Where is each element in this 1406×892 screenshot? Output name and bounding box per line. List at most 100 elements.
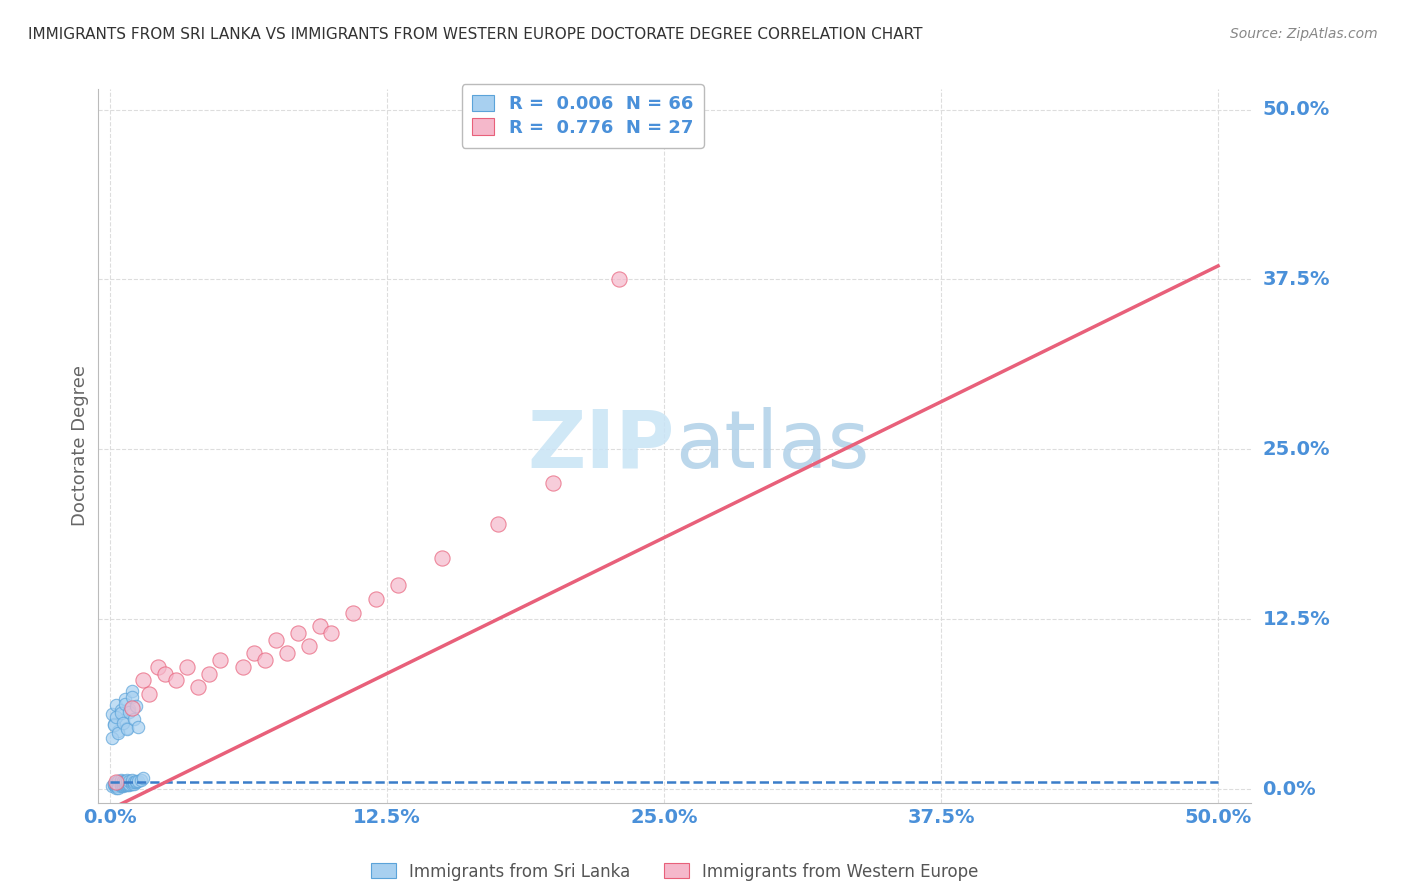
Point bbox=[110, 780, 132, 794]
Point bbox=[321, 626, 343, 640]
Point bbox=[103, 717, 125, 731]
Point bbox=[118, 774, 141, 789]
Point bbox=[103, 778, 125, 792]
Point bbox=[129, 772, 152, 787]
Point bbox=[105, 698, 128, 712]
Point bbox=[132, 673, 155, 688]
Point bbox=[107, 780, 129, 795]
Point bbox=[118, 702, 141, 716]
Text: 12.5%: 12.5% bbox=[1263, 610, 1330, 629]
Point bbox=[387, 578, 409, 592]
Point bbox=[114, 777, 136, 791]
Text: IMMIGRANTS FROM SRI LANKA VS IMMIGRANTS FROM WESTERN EUROPE DOCTORATE DEGREE COR: IMMIGRANTS FROM SRI LANKA VS IMMIGRANTS … bbox=[28, 27, 922, 42]
Point bbox=[342, 606, 364, 620]
Point bbox=[541, 476, 564, 491]
Point bbox=[103, 718, 125, 732]
Point bbox=[121, 772, 143, 787]
Point bbox=[132, 772, 155, 786]
Point bbox=[111, 778, 134, 792]
Point bbox=[105, 778, 128, 792]
Point bbox=[111, 780, 134, 794]
Point bbox=[117, 723, 138, 737]
Point bbox=[242, 646, 264, 660]
Point bbox=[107, 774, 129, 789]
Point bbox=[100, 780, 122, 794]
Point bbox=[110, 775, 132, 789]
Point bbox=[105, 780, 128, 794]
Point bbox=[117, 772, 138, 787]
Point bbox=[287, 626, 309, 640]
Text: 25.0%: 25.0% bbox=[1263, 440, 1330, 458]
Point bbox=[103, 777, 125, 791]
Point bbox=[125, 775, 148, 789]
Point bbox=[110, 703, 132, 717]
Point bbox=[122, 775, 145, 789]
Point bbox=[117, 778, 138, 792]
Legend: Immigrants from Sri Lanka, Immigrants from Western Europe: Immigrants from Sri Lanka, Immigrants fr… bbox=[364, 856, 986, 888]
Point bbox=[107, 726, 129, 740]
Text: 50.0%: 50.0% bbox=[1263, 100, 1330, 120]
Point bbox=[138, 687, 160, 701]
Point bbox=[276, 646, 298, 660]
Text: 0.0%: 0.0% bbox=[1263, 780, 1316, 798]
Point bbox=[121, 700, 143, 714]
Point bbox=[100, 731, 122, 745]
Point bbox=[117, 721, 138, 735]
Point bbox=[111, 777, 134, 791]
Point bbox=[110, 706, 132, 720]
Point bbox=[114, 775, 136, 789]
Point bbox=[110, 778, 132, 792]
Text: Source: ZipAtlas.com: Source: ZipAtlas.com bbox=[1230, 27, 1378, 41]
Point bbox=[125, 774, 148, 789]
Point bbox=[114, 774, 136, 789]
Point bbox=[107, 780, 129, 794]
Point bbox=[114, 692, 136, 706]
Point bbox=[127, 720, 149, 734]
Point bbox=[107, 723, 129, 738]
Point bbox=[176, 660, 198, 674]
Point bbox=[309, 619, 332, 633]
Point bbox=[118, 778, 141, 792]
Point bbox=[122, 777, 145, 791]
Point bbox=[209, 653, 232, 667]
Text: atlas: atlas bbox=[675, 407, 869, 485]
Point bbox=[114, 778, 136, 792]
Point bbox=[165, 673, 187, 688]
Point bbox=[121, 775, 143, 789]
Point bbox=[111, 713, 134, 727]
Point bbox=[100, 707, 122, 722]
Point bbox=[486, 517, 509, 532]
Point bbox=[121, 684, 143, 698]
Point bbox=[107, 777, 129, 791]
Point bbox=[110, 772, 132, 787]
Point bbox=[121, 777, 143, 791]
Text: 37.5%: 37.5% bbox=[1263, 270, 1330, 289]
Text: ZIP: ZIP bbox=[527, 407, 675, 485]
Point bbox=[125, 699, 148, 714]
Point bbox=[298, 640, 321, 654]
Point bbox=[609, 272, 631, 286]
Point bbox=[110, 777, 132, 791]
Point bbox=[127, 774, 149, 789]
Point bbox=[148, 660, 170, 674]
Point bbox=[111, 775, 134, 789]
Point bbox=[122, 712, 145, 726]
Point bbox=[117, 777, 138, 791]
Point bbox=[114, 697, 136, 711]
Point bbox=[264, 632, 287, 647]
Point bbox=[430, 551, 453, 566]
Point bbox=[118, 705, 141, 719]
Y-axis label: Doctorate Degree: Doctorate Degree bbox=[70, 366, 89, 526]
Point bbox=[117, 775, 138, 789]
Point bbox=[118, 777, 141, 791]
Point bbox=[111, 774, 134, 789]
Point bbox=[111, 715, 134, 730]
Point bbox=[105, 775, 128, 789]
Point bbox=[105, 775, 128, 789]
Point bbox=[253, 653, 276, 667]
Point bbox=[121, 690, 143, 704]
Point bbox=[187, 680, 209, 694]
Point bbox=[231, 660, 253, 674]
Point bbox=[105, 710, 128, 724]
Point bbox=[198, 666, 221, 681]
